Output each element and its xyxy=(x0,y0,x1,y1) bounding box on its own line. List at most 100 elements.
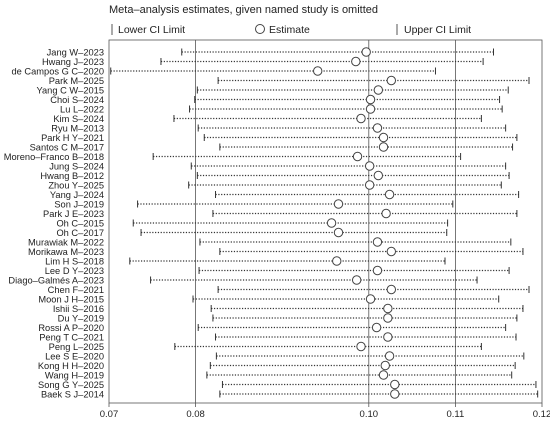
study-row: Lim H S–2018 xyxy=(45,256,446,267)
study-label: Ryu M–2013 xyxy=(51,124,104,134)
estimate-marker xyxy=(352,151,363,162)
estimate-marker xyxy=(361,47,371,57)
study-label: Lim H S–2018 xyxy=(45,257,104,267)
estimate-marker xyxy=(332,256,342,266)
study-row: Peng L–2025 xyxy=(49,341,482,352)
estimate-marker xyxy=(364,161,375,171)
x-tick-label: 0.08 xyxy=(186,409,205,420)
study-row: Yang C W–2015 xyxy=(36,85,509,96)
study-row: Moreno–Franco B–2018 xyxy=(4,151,462,162)
estimate-marker xyxy=(364,180,375,190)
study-row: Lee D Y–2023 xyxy=(45,265,510,276)
study-label: Baek S J–2014 xyxy=(41,390,104,400)
study-label: Moreno–Franco B–2018 xyxy=(4,152,104,162)
estimate-marker xyxy=(380,360,390,371)
study-label: Son J–2019 xyxy=(54,200,104,210)
estimate-marker xyxy=(372,123,383,133)
study-row: Park H Y–2021 xyxy=(41,132,518,143)
estimate-marker xyxy=(356,113,366,124)
study-row: Yang J–2024 xyxy=(50,189,520,200)
estimate-marker xyxy=(390,389,400,399)
study-row: Moon J H–2015 xyxy=(38,294,500,305)
x-tick-label: 0.12 xyxy=(533,409,550,420)
study-label: Peng T C–2021 xyxy=(39,333,104,343)
estimate-marker xyxy=(356,341,366,352)
estimate-marker xyxy=(365,294,376,304)
study-label: Hwang B–2012 xyxy=(40,171,104,181)
study-label: Kim S–2024 xyxy=(53,114,104,124)
estimate-marker xyxy=(372,265,383,276)
study-row: Ishii S–2016 xyxy=(53,303,524,314)
study-row: Lu L–2022 xyxy=(60,104,503,115)
study-label: Choi S–2024 xyxy=(50,95,104,105)
study-label: Oh C–2015 xyxy=(56,219,104,229)
estimate-marker xyxy=(372,237,383,247)
estimate-marker xyxy=(351,275,362,285)
estimate-marker xyxy=(313,66,323,76)
study-row: Song G Y–2025 xyxy=(38,379,537,390)
study-row: Jung S–2024 xyxy=(49,161,507,172)
estimate-marker xyxy=(378,370,389,380)
study-label: Rossi A P–2020 xyxy=(38,323,104,333)
estimate-marker xyxy=(378,142,389,152)
estimate-marker xyxy=(383,313,393,323)
study-label: Yang J–2024 xyxy=(50,190,104,200)
estimate-marker xyxy=(365,94,376,105)
study-row: Hwang B–2012 xyxy=(40,170,510,181)
study-label: Song G Y–2025 xyxy=(38,380,104,390)
study-label: Morikawa M–2023 xyxy=(28,247,104,257)
study-row: Santos C M–2017 xyxy=(30,142,514,153)
study-row: Baek S J–2014 xyxy=(41,389,539,400)
study-label: Moon J H–2015 xyxy=(38,295,104,305)
study-label: Yang C W–2015 xyxy=(36,86,104,96)
study-row: Ryu M–2013 xyxy=(51,123,507,134)
study-label: Lee D Y–2023 xyxy=(45,266,104,276)
estimate-marker xyxy=(333,199,344,209)
study-label: Du Y–2019 xyxy=(58,314,104,324)
estimate-marker xyxy=(326,218,337,228)
estimate-marker xyxy=(373,85,384,95)
study-label: Peng L–2025 xyxy=(49,342,104,352)
x-tick-label: 0.07 xyxy=(100,409,119,420)
reference-lines xyxy=(195,40,456,403)
estimate-marker xyxy=(386,284,397,295)
study-label: Jang W–2023 xyxy=(47,48,104,58)
estimate-marker xyxy=(333,227,344,238)
estimate-marker xyxy=(351,56,361,67)
estimate-marker xyxy=(383,332,393,342)
x-tick-label: 0.11 xyxy=(447,409,465,420)
study-label: Hwang J–2023 xyxy=(42,57,104,67)
study-row: Park M–2025 xyxy=(49,75,530,86)
chart-title: Meta–analysis estimates, given named stu… xyxy=(109,4,378,16)
estimate-marker xyxy=(371,322,382,333)
study-label: Lu L–2022 xyxy=(60,105,104,115)
study-label: Park J E–2023 xyxy=(43,209,104,219)
study-label: Kong H H–2020 xyxy=(38,361,104,371)
study-row: Oh C–2015 xyxy=(56,218,449,229)
estimate-marker xyxy=(386,75,397,86)
study-label: Park M–2025 xyxy=(49,76,104,86)
study-label: Park H Y–2021 xyxy=(41,133,104,143)
legend-estimate-label: Estimate xyxy=(269,24,310,36)
study-row: Du Y–2019 xyxy=(58,313,518,324)
study-row: Rossi A P–2020 xyxy=(38,322,507,333)
study-row: Diago–Galmés A–2023 xyxy=(8,275,478,286)
x-tick-label: 0.10 xyxy=(360,409,379,420)
study-label: Oh C–2017 xyxy=(56,228,104,238)
study-label: Murawiak M–2022 xyxy=(28,238,104,248)
estimate-marker xyxy=(373,170,384,181)
legend-upper-label: Upper CI Limit xyxy=(404,24,471,36)
estimate-marker xyxy=(384,189,395,200)
study-row: Wang H–2019 xyxy=(45,370,513,381)
estimate-marker xyxy=(386,246,397,257)
study-row: Jang W–2023 xyxy=(47,47,495,58)
plot-frame xyxy=(108,39,543,404)
legend-lower-label: Lower CI Limit xyxy=(118,24,185,36)
estimate-marker xyxy=(384,351,395,361)
study-row: Lee S E–2020 xyxy=(45,351,525,362)
study-label: Lee S E–2020 xyxy=(45,352,104,362)
study-label: Jung S–2024 xyxy=(49,162,104,172)
study-label: Wang H–2019 xyxy=(45,371,104,381)
